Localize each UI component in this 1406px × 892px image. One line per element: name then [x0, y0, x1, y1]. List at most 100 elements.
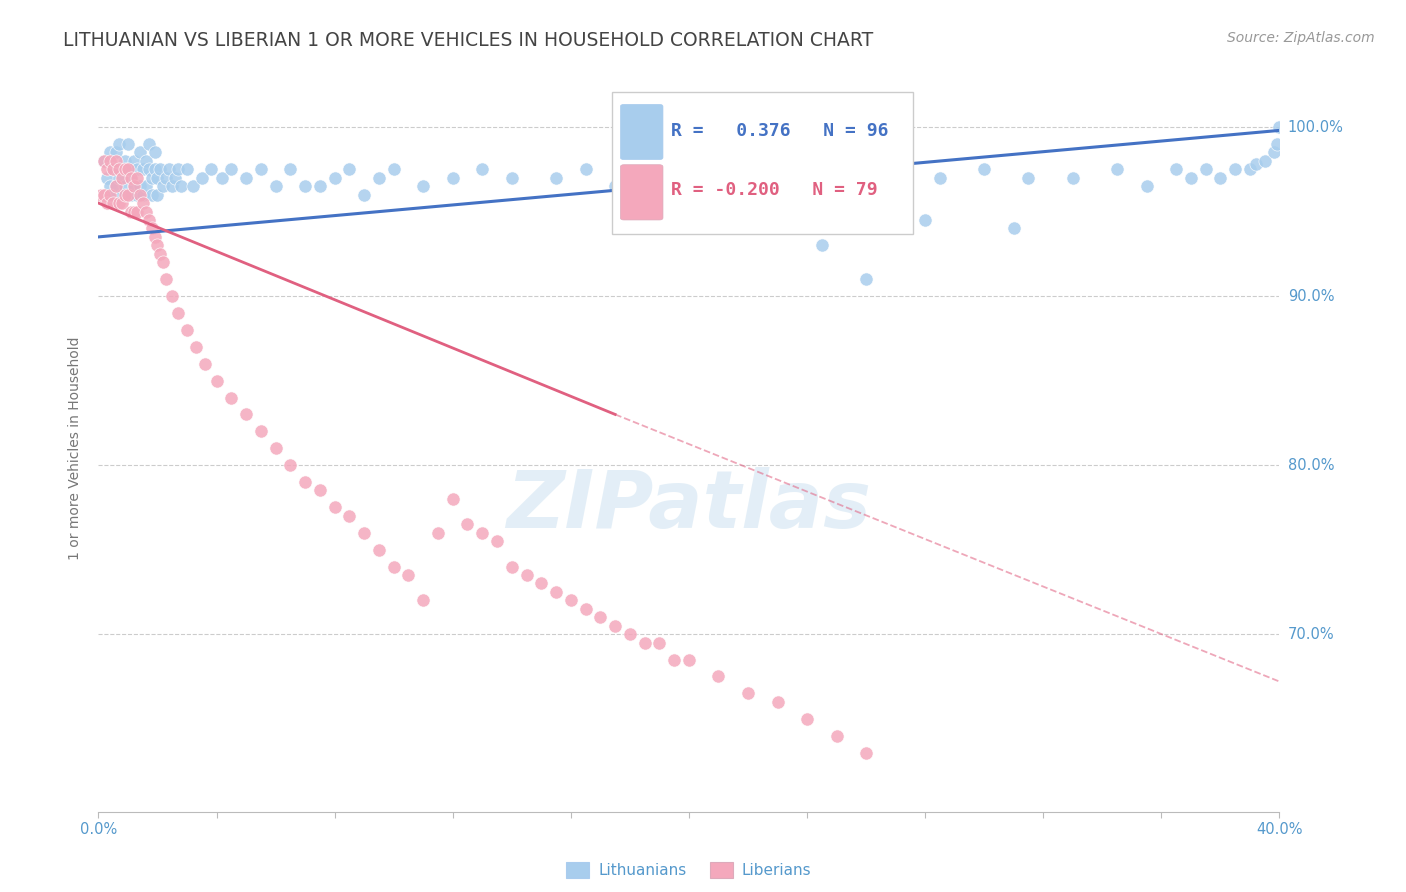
Point: [796, 179, 818, 194]
Point: [98, 179, 121, 194]
Point: [412, 593, 434, 607]
Point: [120, 170, 142, 185]
Point: [128, 187, 150, 202]
Point: [546, 170, 568, 185]
Point: [205, 374, 228, 388]
Point: [165, 170, 187, 185]
Point: [1225, 162, 1247, 177]
Point: [235, 170, 257, 185]
Point: [108, 162, 131, 177]
Point: [973, 162, 995, 177]
Point: [93, 153, 115, 168]
Point: [103, 162, 125, 177]
Point: [382, 162, 405, 177]
Point: [929, 170, 952, 185]
Point: [737, 686, 759, 700]
Point: [125, 162, 148, 177]
Y-axis label: 1 or more Vehicles in Household: 1 or more Vehicles in Household: [69, 336, 83, 560]
Point: [294, 179, 316, 194]
Point: [339, 162, 361, 177]
Point: [884, 179, 907, 194]
Point: [211, 170, 233, 185]
Point: [546, 585, 568, 599]
Point: [1239, 162, 1261, 177]
Point: [221, 391, 243, 405]
Point: [96, 170, 118, 185]
Point: [111, 170, 134, 185]
Text: LITHUANIAN VS LIBERIAN 1 OR MORE VEHICLES IN HOUSEHOLD CORRELATION CHART: LITHUANIAN VS LIBERIAN 1 OR MORE VEHICLE…: [63, 31, 873, 50]
Text: Source: ZipAtlas.com: Source: ZipAtlas.com: [1227, 31, 1375, 45]
Point: [132, 187, 155, 202]
Point: [155, 272, 177, 286]
Point: [280, 162, 302, 177]
Point: [323, 170, 346, 185]
Point: [98, 153, 121, 168]
Point: [648, 170, 671, 185]
Point: [103, 196, 125, 211]
Point: [135, 179, 157, 194]
Point: [184, 340, 207, 354]
Point: [575, 162, 598, 177]
Point: [1254, 153, 1277, 168]
Point: [105, 179, 128, 194]
Point: [530, 576, 553, 591]
Point: [516, 568, 538, 582]
Point: [1002, 221, 1025, 235]
Point: [250, 425, 273, 439]
Point: [619, 627, 641, 641]
Point: [1195, 162, 1218, 177]
Point: [143, 230, 166, 244]
Point: [170, 179, 193, 194]
Point: [111, 196, 134, 211]
Point: [841, 162, 863, 177]
Text: 90.0%: 90.0%: [1288, 289, 1334, 303]
Point: [108, 136, 131, 151]
Point: [117, 162, 139, 177]
Point: [264, 441, 287, 455]
Point: [152, 179, 174, 194]
Point: [471, 525, 494, 540]
Point: [560, 593, 582, 607]
Point: [634, 635, 657, 649]
Point: [664, 652, 686, 666]
Point: [221, 162, 243, 177]
Point: [1180, 170, 1202, 185]
Point: [250, 162, 273, 177]
Point: [157, 162, 180, 177]
Point: [114, 187, 136, 202]
Point: [382, 559, 405, 574]
Point: [678, 652, 700, 666]
Point: [114, 162, 136, 177]
Point: [135, 204, 157, 219]
Point: [1268, 120, 1291, 134]
Point: [108, 196, 131, 211]
Text: R = -0.200   N = 79: R = -0.200 N = 79: [671, 181, 877, 199]
Text: ZIPatlas: ZIPatlas: [506, 467, 872, 545]
Point: [1062, 170, 1084, 185]
Point: [707, 669, 730, 683]
Point: [149, 247, 172, 261]
Point: [105, 145, 128, 160]
Text: 70.0%: 70.0%: [1288, 627, 1334, 641]
Point: [855, 272, 877, 286]
Point: [1018, 170, 1040, 185]
Point: [93, 153, 115, 168]
Point: [181, 179, 204, 194]
Point: [575, 602, 598, 616]
Point: [1209, 170, 1232, 185]
Point: [1107, 162, 1129, 177]
Point: [353, 525, 375, 540]
Point: [141, 187, 163, 202]
Point: [294, 475, 316, 489]
Point: [605, 619, 627, 633]
Point: [796, 712, 818, 726]
Point: [122, 153, 145, 168]
Point: [323, 500, 346, 515]
Point: [128, 145, 150, 160]
Point: [117, 136, 139, 151]
Point: [1166, 162, 1188, 177]
Point: [93, 187, 115, 202]
Point: [264, 179, 287, 194]
Point: [1265, 136, 1288, 151]
Point: [1263, 145, 1285, 160]
